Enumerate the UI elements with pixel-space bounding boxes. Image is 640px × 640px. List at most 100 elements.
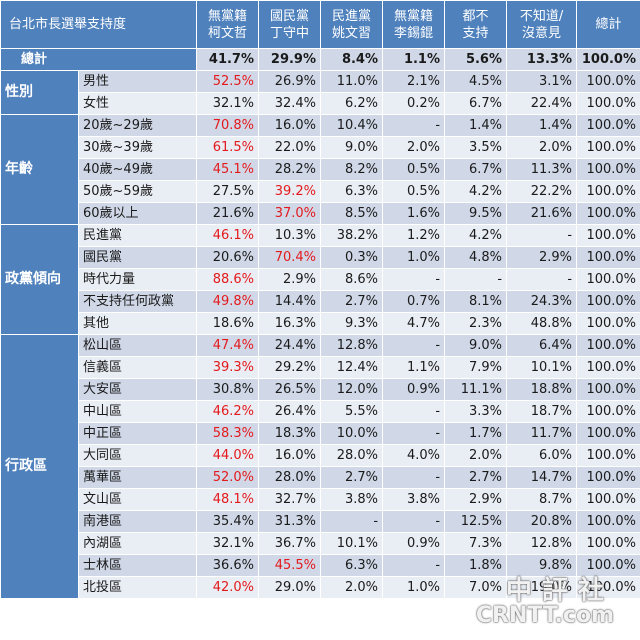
- data-cell: 100.0%: [576, 422, 640, 445]
- data-cell: 36.7%: [258, 532, 322, 555]
- row-label: 文山區: [77, 488, 198, 511]
- data-cell: 18.8%: [506, 378, 578, 401]
- support-table: 台北市長選舉支持度 無黨籍 柯文哲 國民黨 丁守中 民進黨 姚文習 無黨籍 李錫錕 都不…: [0, 0, 640, 599]
- table-row: 30歲~39歲 61.5% 22.0% 9.0% 2.0% 3.5% 2.0% 100.0%: [1, 136, 640, 159]
- table-title: 台北市長選舉支持度: [0, 0, 198, 49]
- data-cell: 0.3%: [320, 246, 384, 269]
- data-cell: 22.4%: [506, 92, 578, 115]
- data-cell: 32.7%: [258, 488, 322, 511]
- data-cell: 100.0%: [576, 224, 640, 247]
- data-cell: 44.0%: [196, 444, 260, 467]
- column-header: 不知道/ 沒意見: [506, 0, 578, 49]
- data-cell: 9.0%: [320, 136, 384, 159]
- data-cell: 0.9%: [382, 378, 446, 401]
- row-label: 大同區: [77, 444, 198, 467]
- data-cell: 10.1%: [506, 356, 578, 379]
- row-label: 大安區: [77, 378, 198, 401]
- data-cell: 35.4%: [196, 510, 260, 533]
- data-cell: 88.6%: [196, 268, 260, 291]
- data-cell: 20.6%: [196, 246, 260, 269]
- table-row: 信義區 39.3% 29.2% 12.4% 1.1% 7.9% 10.1% 100.0%: [1, 356, 640, 379]
- row-label: 北投區: [77, 576, 198, 599]
- data-cell: 2.0%: [320, 576, 384, 599]
- data-cell: 1.6%: [382, 202, 446, 225]
- data-cell: 14.4%: [258, 290, 322, 313]
- data-cell: 28.2%: [258, 158, 322, 181]
- data-cell: -: [382, 400, 446, 423]
- total-cell: 8.4%: [320, 48, 384, 71]
- data-cell: 45.5%: [258, 554, 322, 577]
- table-row: 性別 男性 52.5% 26.9% 11.0% 2.1% 4.5% 3.1% 100.0%: [0, 70, 640, 115]
- row-label: 中正區: [77, 422, 198, 445]
- data-cell: 26.5%: [258, 378, 322, 401]
- data-cell: 22.0%: [258, 136, 322, 159]
- data-cell: 100.0%: [576, 312, 640, 335]
- data-cell: -: [382, 554, 446, 577]
- data-cell: 52.5%: [196, 70, 260, 93]
- data-cell: 48.8%: [506, 312, 578, 335]
- data-cell: 30.8%: [196, 378, 260, 401]
- data-cell: 100.0%: [576, 114, 640, 137]
- column-header: 無黨籍 柯文哲: [196, 0, 260, 49]
- data-cell: 100.0%: [576, 202, 640, 225]
- data-cell: -: [506, 224, 578, 247]
- row-label: 國民黨: [77, 246, 198, 269]
- data-cell: 100.0%: [576, 400, 640, 423]
- data-cell: 6.7%: [444, 92, 508, 115]
- table-row: 行政區 松山區 47.4% 24.4% 12.8% -9.0% 6.4% 100.0%: [0, 334, 640, 599]
- group-label: 性別: [0, 70, 79, 115]
- data-cell: 2.3%: [444, 312, 508, 335]
- table-row: 國民黨 20.6% 70.4% 0.3% 1.0% 4.8% 2.9% 100.0%: [1, 246, 640, 269]
- table-row: 政黨傾向 民進黨 46.1% 10.3% 38.2% 1.2% 4.2% -100.0%: [0, 224, 640, 335]
- row-label: 其他: [77, 312, 198, 335]
- table-row: 士林區 36.6% 45.5% 6.3% -1.8% 9.8% 100.0%: [1, 554, 640, 577]
- group-label: 年齡: [0, 114, 79, 225]
- data-cell: 27.5%: [196, 180, 260, 203]
- data-cell: 36.6%: [196, 554, 260, 577]
- data-cell: 11.0%: [320, 70, 384, 93]
- row-label: 民進黨: [77, 224, 198, 247]
- data-cell: 3.1%: [506, 70, 578, 93]
- data-cell: 6.4%: [506, 334, 578, 357]
- data-cell: 6.2%: [320, 92, 384, 115]
- data-cell: 3.5%: [444, 136, 508, 159]
- table-row: 萬華區 52.0% 28.0% 2.7% -2.7% 14.7% 100.0%: [1, 466, 640, 489]
- data-cell: 2.7%: [444, 466, 508, 489]
- row-label: 20歲~29歲: [77, 114, 198, 137]
- data-cell: -: [444, 268, 508, 291]
- data-cell: 48.1%: [196, 488, 260, 511]
- data-cell: 100.0%: [576, 488, 640, 511]
- data-cell: 10.3%: [258, 224, 322, 247]
- data-cell: 100.0%: [576, 246, 640, 269]
- data-cell: 0.9%: [382, 532, 446, 555]
- header-row: 台北市長選舉支持度 無黨籍 柯文哲 國民黨 丁守中 民進黨 姚文習 無黨籍 李錫錕 都不…: [0, 0, 640, 49]
- data-cell: 11.3%: [506, 158, 578, 181]
- row-label: 萬華區: [77, 466, 198, 489]
- data-cell: 46.2%: [196, 400, 260, 423]
- data-cell: 2.0%: [506, 136, 578, 159]
- data-cell: 2.1%: [382, 70, 446, 93]
- data-cell: 24.4%: [258, 334, 322, 357]
- data-cell: 12.8%: [506, 532, 578, 555]
- data-cell: 26.4%: [258, 400, 322, 423]
- data-cell: 61.5%: [196, 136, 260, 159]
- row-label: 女性: [77, 92, 198, 115]
- data-cell: 9.8%: [506, 554, 578, 577]
- data-cell: 1.8%: [444, 554, 508, 577]
- data-cell: 100.0%: [576, 136, 640, 159]
- row-label: 30歲~39歲: [77, 136, 198, 159]
- data-cell: 1.4%: [506, 114, 578, 137]
- data-cell: 100.0%: [576, 70, 640, 93]
- table-row: 大安區 30.8% 26.5% 12.0% 0.9% 11.1% 18.8% 100.0%: [1, 378, 640, 401]
- data-cell: 4.7%: [382, 312, 446, 335]
- table-row: 文山區 48.1% 32.7% 3.8% 3.8% 2.9% 8.7% 100.0%: [1, 488, 640, 511]
- data-cell: 16.0%: [258, 114, 322, 137]
- data-cell: 2.9%: [506, 246, 578, 269]
- data-cell: 8.2%: [320, 158, 384, 181]
- data-cell: 4.2%: [444, 180, 508, 203]
- data-cell: 4.0%: [382, 444, 446, 467]
- total-row: 總計 41.7% 29.9% 8.4% 1.1% 5.6% 13.3% 100.0%: [0, 48, 640, 71]
- data-cell: 6.3%: [320, 180, 384, 203]
- data-cell: 39.3%: [196, 356, 260, 379]
- data-cell: 100.0%: [576, 576, 640, 599]
